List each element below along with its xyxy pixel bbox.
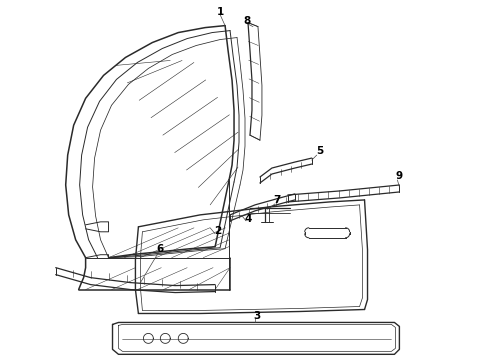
Text: 3: 3	[253, 311, 261, 321]
Text: 1: 1	[217, 6, 224, 17]
Text: 6: 6	[157, 244, 164, 254]
Text: 9: 9	[396, 171, 403, 181]
Text: 7: 7	[273, 195, 281, 205]
Text: 2: 2	[215, 226, 222, 236]
Text: 4: 4	[245, 214, 252, 224]
Text: 8: 8	[244, 15, 250, 26]
Text: 5: 5	[316, 146, 323, 156]
